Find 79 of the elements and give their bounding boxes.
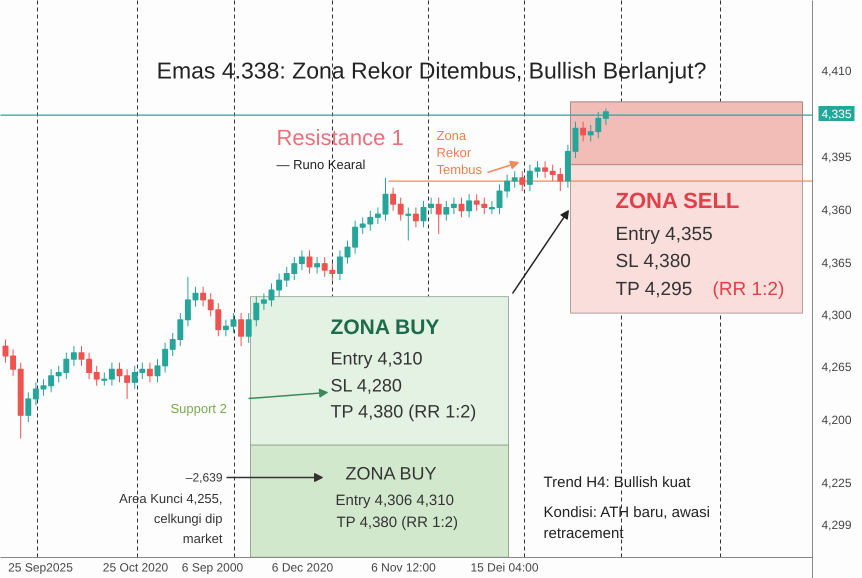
candlestick — [238, 312, 244, 347]
text: Entry 4,306 4,310 — [336, 492, 454, 509]
text: 4,410 — [821, 64, 852, 78]
candlestick — [488, 200, 495, 215]
candlestick — [63, 352, 70, 380]
candlestick — [474, 194, 480, 212]
text: 6 Dec 2020 — [272, 560, 334, 574]
candlestick — [580, 121, 586, 142]
text: (RR 1:2) — [712, 279, 784, 300]
candlestick — [246, 312, 252, 344]
candlestick — [306, 250, 312, 274]
annotation: SL 4,280 — [330, 376, 402, 396]
candlestick — [139, 362, 146, 380]
candlestick — [481, 197, 488, 215]
candlestick — [314, 256, 320, 274]
text: 6 Sep 2000 — [182, 560, 244, 574]
text: ZONA SELL — [616, 188, 740, 213]
text: 4,300 — [821, 308, 852, 322]
text: 4,225 — [821, 476, 852, 490]
candlestick — [572, 121, 578, 158]
annotation: Support 2 — [170, 401, 227, 416]
candlestick — [412, 207, 419, 228]
annotation: Zona Rekor Tembus — [436, 128, 483, 177]
text: 4,200 — [821, 413, 852, 427]
text: Trend H4: Bullish kuat — [544, 474, 692, 491]
candlestick — [405, 207, 412, 241]
candlestick — [466, 194, 472, 218]
candlestick — [344, 240, 350, 264]
annotation: TP 4,380 (RR 1:2) — [330, 402, 476, 422]
text: 15 Dei 04:00 — [470, 560, 539, 574]
candlestick — [70, 346, 77, 366]
annotation: Entry 4,310 — [330, 348, 423, 368]
text: 25 Oct 2020 — [102, 560, 169, 574]
candlestick — [284, 266, 290, 288]
candlestick — [2, 339, 8, 364]
text: ZONA BUY — [346, 464, 437, 484]
text: Entry 4,355 — [616, 224, 713, 245]
candlestick — [146, 362, 153, 383]
candlestick — [268, 282, 274, 307]
annotation: ZONA BUY — [330, 316, 440, 339]
candlestick — [519, 170, 526, 192]
text: 4,365 — [821, 256, 852, 270]
text: 4,395 — [821, 150, 852, 164]
text: 4,299 — [821, 518, 852, 532]
candlestick — [420, 200, 426, 228]
text: 4,335 — [821, 107, 852, 121]
candlestick — [428, 197, 434, 215]
candlestick — [25, 392, 32, 422]
candlestick — [200, 286, 206, 307]
candlestick — [322, 256, 328, 278]
annotation: Resistance 1 — [276, 125, 404, 150]
annotation: — Runo Kearal — [276, 157, 366, 172]
candlestick — [588, 124, 594, 142]
candlestick — [336, 250, 343, 281]
candlestick — [496, 184, 502, 215]
candlestick — [208, 292, 214, 317]
chart-title: Emas 4.338: Zona Rekor Ditembus, Bullish Berlanjut? — [156, 58, 706, 84]
text: 25 Sep2025 — [8, 560, 74, 574]
candlestick — [132, 365, 138, 390]
candlestick — [504, 174, 510, 198]
candlestick — [367, 210, 374, 232]
text: 4,360 — [821, 203, 852, 217]
text: TP 4,380 (RR 1:2) — [336, 514, 458, 531]
text: SL 4,380 — [616, 251, 691, 272]
candlestick — [276, 273, 282, 298]
candlestick — [329, 263, 336, 281]
candlestick — [436, 197, 442, 234]
candlestick — [458, 197, 464, 218]
candlestick — [557, 167, 564, 192]
text: Kondisi: ATH baru, awasi retracement — [544, 504, 710, 542]
text: –2,639 — [186, 470, 223, 484]
candlestick — [215, 302, 222, 337]
candlestick — [32, 382, 39, 406]
text: 4,265 — [821, 360, 852, 374]
text: TP 4,295 — [616, 279, 692, 300]
candlestick — [192, 286, 198, 307]
text: Area Kunci 4,255, celkungi dip market — [119, 491, 223, 546]
text: 6 Nov 12:00 — [371, 560, 436, 574]
candlestick — [512, 170, 518, 188]
